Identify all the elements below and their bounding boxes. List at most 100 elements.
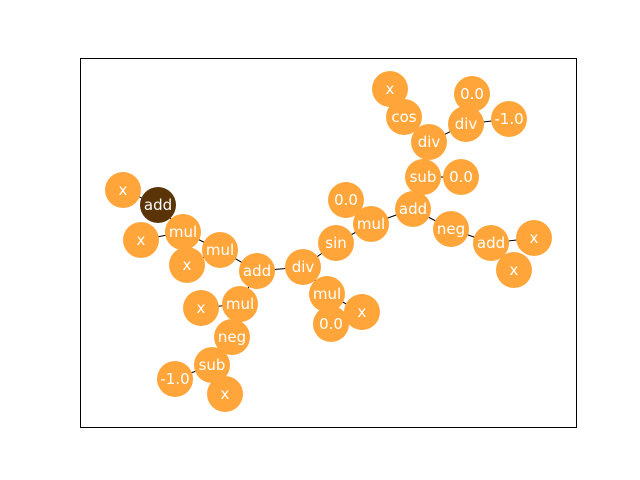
- node-label: -1.0: [494, 110, 523, 128]
- node-label: x: [119, 181, 128, 199]
- node-label: div: [292, 258, 315, 276]
- tree-node: sub: [405, 159, 441, 195]
- node-label: sub: [199, 356, 226, 374]
- tree-node: div: [285, 249, 321, 285]
- node-circle: [285, 249, 321, 285]
- node-label: x: [221, 385, 230, 403]
- node-label: neg: [218, 328, 246, 346]
- node-circle: [169, 247, 205, 283]
- node-circle: [194, 347, 230, 383]
- node-circle: [183, 290, 219, 326]
- tree-node: x: [105, 172, 141, 208]
- node-circle: [386, 99, 422, 135]
- tree-root-node: add: [140, 187, 176, 223]
- node-circle: [105, 172, 141, 208]
- node-circle: [443, 159, 479, 195]
- tree-node: mul: [202, 232, 238, 268]
- node-label: cos: [391, 108, 416, 126]
- node-label: x: [137, 231, 146, 249]
- tree-node: x: [344, 294, 380, 330]
- node-label: div: [455, 115, 478, 133]
- node-label: x: [197, 299, 206, 317]
- tree-node: x: [123, 222, 159, 258]
- node-circle: [433, 211, 469, 247]
- node-label: div: [418, 133, 441, 151]
- node-label: x: [386, 80, 395, 98]
- tree-node: -1.0: [157, 361, 193, 397]
- tree-node: neg: [433, 211, 469, 247]
- tree-node: x: [183, 290, 219, 326]
- node-label: add: [144, 196, 172, 214]
- tree-node: sub: [194, 347, 230, 383]
- node-circle: [496, 252, 532, 288]
- node-circle: [454, 76, 490, 112]
- node-circle: [309, 276, 345, 312]
- node-label: 0.0: [449, 168, 473, 186]
- node-label: add: [399, 200, 427, 218]
- node-circle: [165, 214, 201, 250]
- node-circle: [372, 71, 408, 107]
- tree-node: add: [239, 253, 275, 289]
- tree-node: mul: [165, 214, 201, 250]
- tree-node: sin: [318, 225, 354, 261]
- tree-node: x: [207, 376, 243, 412]
- node-label: -1.0: [160, 370, 189, 388]
- tree-node: div: [448, 106, 484, 142]
- node-label: x: [358, 303, 367, 321]
- node-circle: [411, 124, 447, 160]
- tree-node: mul: [222, 286, 258, 322]
- tree-node: x: [169, 247, 205, 283]
- node-label: sub: [410, 168, 437, 186]
- node-circle: [202, 232, 238, 268]
- tree-node: div: [411, 124, 447, 160]
- node-circle: [344, 294, 380, 330]
- tree-node: add: [395, 191, 431, 227]
- tree-node: 0.0: [443, 159, 479, 195]
- node-label: mul: [226, 295, 254, 313]
- tree-node: neg: [214, 319, 250, 355]
- node-circle: [516, 220, 552, 256]
- node-label: mul: [357, 215, 385, 233]
- node-label: 0.0: [334, 191, 358, 209]
- tree-node: 0.0: [313, 306, 349, 342]
- node-circle: [395, 191, 431, 227]
- node-label: x: [183, 256, 192, 274]
- node-circle: [207, 376, 243, 412]
- node-label: mul: [169, 223, 197, 241]
- node-circle: [318, 225, 354, 261]
- node-label: 0.0: [319, 315, 343, 333]
- node-label: add: [243, 262, 271, 280]
- tree-node: 0.0: [328, 182, 364, 218]
- node-label: sin: [325, 234, 347, 252]
- node-label: add: [477, 234, 505, 252]
- node-label: 0.0: [460, 85, 484, 103]
- node-circle: [353, 206, 389, 242]
- node-circle: [157, 361, 193, 397]
- tree-node: -1.0: [491, 101, 527, 137]
- node-circle: [491, 101, 527, 137]
- tree-node: mul: [309, 276, 345, 312]
- node-circle: [239, 253, 275, 289]
- node-label: x: [530, 229, 539, 247]
- tree-node: cos: [386, 99, 422, 135]
- node-circle: [313, 306, 349, 342]
- node-circle: [405, 159, 441, 195]
- node-circle: [123, 222, 159, 258]
- node-label: x: [510, 261, 519, 279]
- node-circle: [473, 225, 509, 261]
- tree-node: x: [516, 220, 552, 256]
- node-circle: [140, 187, 176, 223]
- tree-node: x: [496, 252, 532, 288]
- node-label: mul: [206, 241, 234, 259]
- tree-node: 0.0: [454, 76, 490, 112]
- node-label: mul: [313, 285, 341, 303]
- tree-node: add: [473, 225, 509, 261]
- node-label: neg: [437, 220, 465, 238]
- tree-node: mul: [353, 206, 389, 242]
- node-circle: [328, 182, 364, 218]
- node-circle: [222, 286, 258, 322]
- node-circle: [214, 319, 250, 355]
- node-circle: [448, 106, 484, 142]
